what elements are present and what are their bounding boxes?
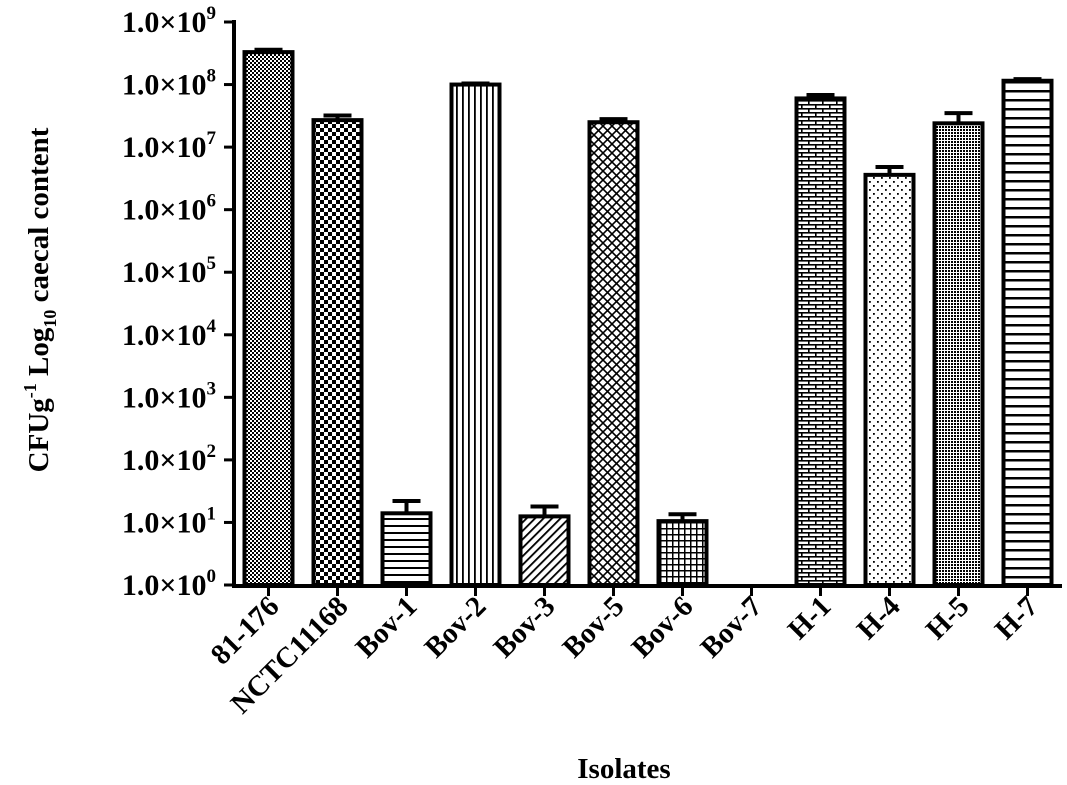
y-tick-label: 1.0×104	[122, 316, 217, 352]
bar-bov-3	[518, 514, 571, 588]
x-tick-label: H-7	[989, 590, 1045, 646]
x-tick-label: Bov-2	[419, 590, 493, 664]
bar-bov-6	[656, 519, 709, 588]
y-tick-label: 1.0×106	[122, 191, 216, 227]
y-tick-label: 1.0×100	[122, 566, 216, 602]
bar-81-176	[242, 50, 295, 587]
x-tick-label: Bov-3	[488, 590, 562, 664]
y-tick-label: 1.0×108	[122, 66, 216, 102]
bar-h-1	[794, 96, 847, 587]
x-tick-label: Bov-1	[350, 590, 424, 664]
y-tick-label: 1.0×102	[122, 441, 216, 477]
x-tick-label: H-4	[851, 590, 907, 646]
bar-bov-5	[587, 120, 640, 588]
bar-h-4	[863, 172, 916, 587]
bar-h-5	[932, 121, 985, 587]
y-tick-label: 1.0×107	[122, 128, 217, 164]
y-axis-title: CFUg-1 Log10 caecal content	[20, 127, 60, 472]
y-tick-label: 1.0×105	[122, 253, 216, 289]
y-tick-label: 1.0×109	[122, 3, 216, 39]
bar-bov-1	[380, 511, 433, 588]
x-tick-label: H-5	[920, 590, 976, 646]
y-tick-label: 1.0×101	[122, 503, 216, 539]
x-axis-title: Isolates	[577, 753, 670, 785]
x-tick-label: Bov-6	[626, 590, 700, 664]
x-tick-label: H-1	[782, 590, 838, 646]
y-tick-label: 1.0×103	[122, 378, 216, 414]
bar-bov-2	[449, 82, 502, 588]
x-tick-label: Bov-7	[695, 590, 769, 664]
bar-h-7	[1001, 78, 1054, 587]
bar-nctc11168	[311, 118, 364, 587]
x-tick-label: Bov-5	[557, 590, 631, 664]
